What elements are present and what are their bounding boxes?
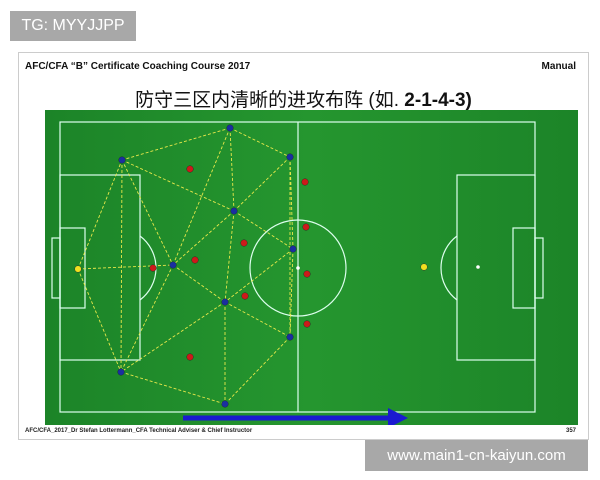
- attacking-player: [117, 368, 125, 376]
- defending-player: [191, 256, 199, 264]
- footer-left: AFC/CFA_2017_Dr Stefan Lottermann_CFA Te…: [25, 428, 253, 434]
- slide: AFC/CFA “B” Certificate Coaching Course …: [18, 52, 589, 440]
- page-number: 357: [565, 428, 576, 434]
- passing-line: [224, 301, 291, 338]
- passing-line: [120, 371, 226, 405]
- defending-player: [303, 270, 311, 278]
- slide-title: 防守三区内清晰的进攻布阵 (如. 2-1-4-3): [19, 85, 588, 112]
- title-cn: 防守三区内清晰的进攻布阵 (如.: [135, 90, 405, 111]
- passing-line: [233, 156, 291, 212]
- defending-player: [186, 353, 194, 361]
- passing-line: [77, 264, 174, 270]
- attacking-player: [221, 400, 229, 408]
- passing-line: [289, 156, 294, 250]
- defending-player: [301, 178, 309, 186]
- defending-player: [303, 320, 311, 328]
- attacking-player: [221, 298, 229, 306]
- passing-line: [172, 210, 235, 266]
- pitch-lines: [51, 121, 544, 413]
- passing-line: [224, 210, 235, 303]
- attacking-player: [169, 261, 177, 269]
- attacking-player: [118, 156, 126, 164]
- passing-line: [77, 268, 122, 373]
- attacking-player: [230, 207, 238, 215]
- defending-player: [240, 239, 248, 247]
- passing-line: [121, 159, 235, 212]
- center-spot: [296, 266, 300, 270]
- watermark-top: TG: MYYJJPP: [10, 11, 136, 41]
- players: [74, 124, 428, 408]
- watermark-bottom: www.main1-cn-kaiyun.com: [365, 440, 588, 471]
- passing-line: [224, 248, 294, 303]
- attacking-player: [226, 124, 234, 132]
- goalkeeper-attacking: [74, 265, 82, 273]
- pitch-grass: [45, 110, 578, 425]
- pitch-diagram: [45, 110, 578, 425]
- header-left: AFC/CFA “B” Certificate Coaching Course …: [25, 61, 251, 72]
- passing-line: [224, 336, 291, 405]
- title-formation: 2-1-4-3): [404, 90, 472, 111]
- passing-line: [229, 127, 291, 158]
- penalty-spot: [476, 265, 480, 269]
- attacking-player: [289, 245, 297, 253]
- passing-line: [229, 127, 235, 212]
- defending-player: [302, 223, 310, 231]
- passing-line: [77, 159, 123, 270]
- passing-line: [121, 159, 174, 266]
- passing-line: [172, 264, 226, 303]
- header-right: Manual: [541, 61, 576, 72]
- attacking-player: [286, 153, 294, 161]
- passing-line: [120, 301, 226, 373]
- passing-line: [121, 127, 231, 161]
- defending-player: [186, 165, 194, 173]
- passing-line: [120, 159, 123, 373]
- goalkeeper-defending: [420, 263, 428, 271]
- defending-player: [149, 264, 157, 272]
- passing-lines: [77, 127, 294, 405]
- attacking-player: [286, 333, 294, 341]
- defending-player: [241, 292, 249, 300]
- passing-line: [233, 210, 294, 250]
